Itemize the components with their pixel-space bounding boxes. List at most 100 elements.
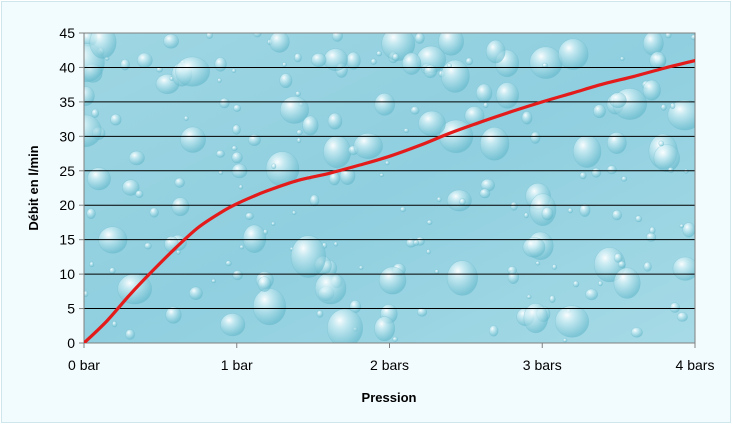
- water-droplet: [110, 113, 122, 126]
- water-droplet: [232, 270, 243, 281]
- x-tick-label: 0 bar: [68, 357, 100, 373]
- water-droplet: [245, 212, 254, 220]
- water-droplet: [436, 196, 442, 203]
- water-droplet: [86, 208, 96, 219]
- water-droplet: [606, 132, 627, 155]
- water-droplet: [479, 188, 491, 199]
- water-droplet: [327, 112, 343, 130]
- water-droplet: [239, 244, 245, 250]
- water-droplet: [618, 260, 626, 269]
- water-droplet: [379, 173, 385, 178]
- water-droplet: [635, 215, 643, 223]
- water-droplet: [296, 137, 302, 144]
- water-droplet: [630, 327, 643, 338]
- water-droplet: [214, 57, 227, 72]
- water-droplet: [522, 237, 546, 258]
- water-droplet: [459, 198, 466, 206]
- water-droplet: [165, 306, 182, 324]
- water-droplet: [271, 163, 277, 170]
- water-droplet: [253, 33, 262, 38]
- water-droplet: [530, 131, 541, 144]
- water-droplet: [475, 83, 493, 103]
- water-droplet: [311, 52, 327, 67]
- water-droplet: [521, 111, 533, 125]
- water-droplet: [593, 104, 606, 119]
- water-droplet: [645, 232, 657, 242]
- water-droplet: [316, 310, 324, 318]
- water-droplet: [672, 256, 695, 281]
- water-droplet: [434, 269, 440, 275]
- water-droplet: [418, 110, 446, 137]
- water-droplet: [180, 126, 206, 153]
- series-line-debit: [84, 58, 695, 343]
- water-droplet: [279, 96, 310, 124]
- water-droplet: [488, 325, 499, 337]
- water-droplet: [374, 92, 396, 116]
- water-droplet: [523, 212, 529, 219]
- water-droplet: [309, 194, 320, 207]
- water-droplet: [323, 135, 352, 169]
- x-tick-label: 1 bar: [221, 357, 253, 373]
- water-droplet: [282, 62, 287, 68]
- water-droplet: [665, 33, 672, 39]
- water-droplet: [572, 280, 580, 288]
- water-droplet: [551, 264, 558, 270]
- water-droplet: [413, 239, 420, 246]
- y-tick-label: 30: [59, 128, 75, 144]
- water-droplet: [690, 34, 695, 41]
- gridlines: [84, 32, 695, 310]
- water-droplet: [613, 252, 623, 263]
- water-droplet: [270, 221, 276, 226]
- plot-area: [84, 33, 695, 343]
- water-droplet: [122, 179, 140, 196]
- water-droplet: [417, 307, 428, 317]
- water-droplet: [658, 140, 665, 147]
- water-droplet: [621, 176, 628, 182]
- water-droplet: [554, 305, 590, 338]
- water-droplet: [579, 171, 587, 180]
- y-tick-label: 40: [59, 59, 75, 75]
- water-droplet: [378, 266, 407, 295]
- water-droplet: [549, 295, 556, 303]
- water-droplet: [642, 33, 664, 56]
- water-droplet: [523, 303, 549, 334]
- water-droplet: [353, 133, 383, 160]
- water-droplet: [392, 53, 400, 62]
- water-droplet: [84, 290, 89, 298]
- water-droplet: [242, 224, 267, 254]
- water-droplet: [598, 280, 603, 287]
- water-droplet: [676, 311, 688, 322]
- water-droplet: [295, 91, 301, 97]
- water-droplet: [149, 207, 159, 218]
- water-droplet: [89, 261, 95, 268]
- water-droplet: [403, 128, 410, 134]
- water-droplet: [333, 241, 339, 247]
- water-droplet: [507, 266, 518, 275]
- water-droplet: [526, 294, 532, 299]
- y-tick-label: 45: [59, 25, 75, 41]
- water-droplet: [238, 184, 244, 190]
- y-tick-label: 0: [67, 335, 75, 351]
- water-droplet: [669, 302, 681, 313]
- water-droplet: [125, 329, 136, 340]
- water-droplet: [175, 56, 211, 87]
- water-droplet: [232, 124, 241, 135]
- water-droplet: [327, 308, 363, 343]
- water-droplet: [495, 82, 520, 109]
- water-droplet: [510, 201, 518, 211]
- water-droplet: [606, 165, 617, 175]
- water-droplet: [314, 272, 347, 305]
- water-droplet: [279, 73, 293, 89]
- water-droplet: [358, 265, 364, 270]
- water-droplet: [84, 114, 102, 148]
- water-droplet: [438, 33, 464, 56]
- water-droplet: [296, 129, 303, 136]
- water-droplet: [163, 33, 179, 49]
- water-droplet: [392, 336, 399, 342]
- water-droplet: [257, 276, 272, 292]
- water-droplet: [206, 33, 213, 39]
- water-droplet: [293, 52, 302, 63]
- water-droplet: [562, 338, 568, 343]
- water-droplet: [220, 313, 246, 337]
- water-droplet: [252, 288, 287, 326]
